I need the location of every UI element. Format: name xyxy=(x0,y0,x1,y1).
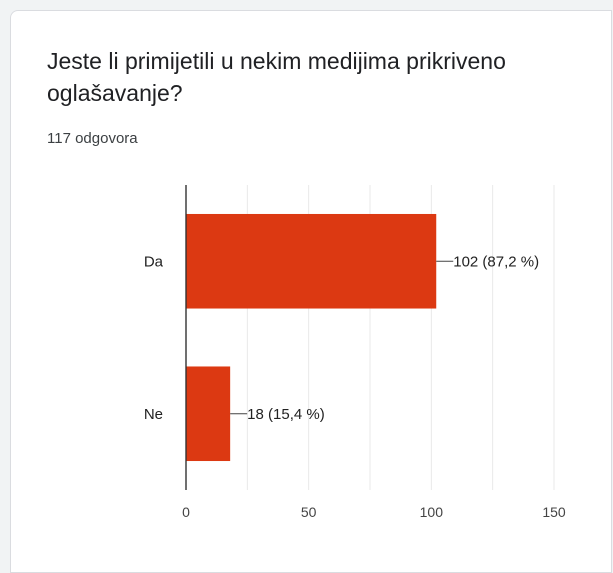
question-card: Jeste li primijetili u nekim medijima pr… xyxy=(10,10,612,573)
category-label-da: Da xyxy=(144,253,164,270)
response-count: 117 odgovora xyxy=(47,130,138,147)
x-tick-label: 0 xyxy=(182,504,190,520)
data-label-da: 102 (87,2 %) xyxy=(453,253,539,270)
data-label-ne: 18 (15,4 %) xyxy=(247,406,325,423)
bar-ne xyxy=(186,366,231,462)
question-title: Jeste li primijetili u nekim medijima pr… xyxy=(47,48,506,106)
bar-da xyxy=(186,213,437,309)
x-tick-label: 100 xyxy=(420,504,444,520)
x-tick-label: 150 xyxy=(542,504,566,520)
x-tick-label: 50 xyxy=(301,504,317,520)
category-label-ne: Ne xyxy=(144,406,163,423)
